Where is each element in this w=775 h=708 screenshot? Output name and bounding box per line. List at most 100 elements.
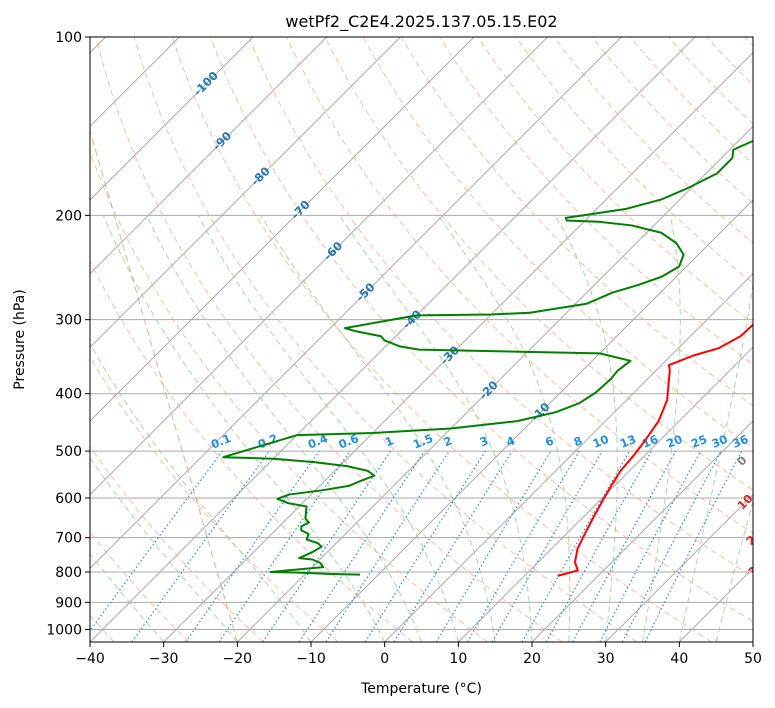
- y-tick-label: 600: [55, 491, 82, 507]
- moist-adiabat-line: [437, 215, 571, 642]
- x-tick-label: 50: [744, 651, 762, 667]
- x-axis-title: Temperature (°C): [360, 681, 482, 697]
- y-tick-label: 100: [55, 30, 82, 46]
- mixing-ratio-line: [393, 450, 513, 642]
- mixing-ratio-line: [491, 450, 603, 642]
- mixing-ratio-line: [364, 450, 486, 642]
- x-tick-label: 30: [597, 651, 615, 667]
- isotherm-label: -40: [400, 307, 425, 332]
- mixing-ratio-line: [185, 450, 320, 642]
- moist-adiabat-line: [90, 342, 312, 642]
- isotherm-line: [90, 37, 254, 201]
- dry-adiabat-line: [477, 37, 753, 325]
- dewpoint-profile-line: [222, 139, 753, 576]
- isotherm-line: [90, 37, 549, 496]
- dry-adiabat-line: [668, 37, 753, 125]
- moist-adiabat-label: 10: [734, 491, 755, 512]
- moist-adiabat-line: [339, 215, 533, 642]
- dry-adiabat-line: [324, 37, 753, 491]
- dry-adiabat-line: [95, 37, 563, 642]
- mixing-ratio-label: 13: [618, 432, 638, 451]
- mixing-ratio-line: [90, 450, 223, 632]
- mixing-ratio-line: [521, 450, 631, 642]
- moist-adiabat-label: 0: [734, 453, 750, 469]
- isotherm-line: [90, 37, 475, 422]
- dry-adiabat-line: [400, 37, 753, 407]
- isotherm-line: [90, 37, 622, 570]
- isotherm-label: -90: [210, 129, 235, 154]
- y-tick-label: 300: [55, 313, 82, 329]
- mixing-ratio-label: 0.1: [209, 431, 233, 452]
- mixing-ratio-line: [262, 450, 392, 642]
- dry-adiabat-line: [171, 37, 712, 642]
- x-tick-label: −30: [149, 651, 179, 667]
- moist-adiabat-line: [642, 215, 681, 642]
- dry-adiabat-line: [706, 37, 753, 86]
- isotherm-label: -10: [528, 400, 553, 425]
- dry-adiabat-line: [133, 37, 638, 642]
- x-tick-label: 20: [523, 651, 541, 667]
- isotherm-label: -50: [353, 280, 378, 305]
- isotherm-line: [90, 37, 696, 642]
- moist-adiabat-line: [90, 457, 238, 642]
- mixing-ratio-label: 30: [709, 432, 729, 451]
- dry-adiabat-line: [362, 37, 753, 449]
- x-tick-label: 10: [449, 651, 467, 667]
- moist-adiabat-label: 30: [745, 558, 766, 579]
- dry-adiabat-line: [553, 37, 753, 244]
- isotherm-label: -20: [476, 378, 501, 403]
- mixing-ratio-label: 20: [664, 432, 684, 451]
- isotherm-label: -70: [288, 197, 313, 222]
- moist-adiabat-label: 20: [743, 527, 764, 548]
- moist-adiabat-label: 40: [758, 586, 775, 607]
- isotherm-line: [90, 37, 328, 275]
- isotherm-line: [531, 420, 753, 642]
- mixing-ratio-line: [545, 450, 653, 642]
- isotherm-line: [457, 346, 753, 642]
- x-tick-label: −10: [296, 651, 326, 667]
- y-axis: 1000 900 800 700 600 500 400 300 200 100: [46, 30, 90, 638]
- moist-adiabat-line: [554, 215, 618, 642]
- moist-adiabat-line: [260, 215, 496, 642]
- mixing-ratio-label: 10: [591, 432, 611, 451]
- y-tick-label: 700: [55, 531, 82, 547]
- dry-adiabat-line: [90, 531, 190, 642]
- y-tick-label: 500: [55, 444, 82, 460]
- dry-adiabat-line: [591, 37, 753, 204]
- isotherm-line: [236, 125, 753, 642]
- dry-adiabat-line: [210, 37, 753, 623]
- isotherm-label: -60: [321, 239, 346, 264]
- mixing-ratio-line: [131, 450, 270, 642]
- x-tick-label: −40: [75, 651, 105, 667]
- dry-adiabat-line: [744, 37, 753, 47]
- dry-adiabat-line: [90, 259, 414, 642]
- mixing-ratio-label: 8: [572, 433, 585, 449]
- isotherm-line: [90, 37, 401, 349]
- plot-area: 0.1 0.2 0.4 0.6 1 1.5 2 3 4 6 8 10 13 16 20 25 30 36-100-…: [90, 37, 775, 642]
- dry-adiabat-line: [248, 37, 753, 578]
- isotherm-line: [678, 567, 753, 642]
- moist-adiabat-line: [197, 215, 459, 642]
- frost-curve-line: [90, 128, 238, 642]
- dry-adiabat-line: [629, 37, 753, 165]
- mixing-ratio-label: 16: [640, 432, 660, 451]
- mixing-ratio-line: [218, 450, 351, 642]
- x-axis: −40 −30 −20 −10 0 10 20 30 40 50: [75, 642, 762, 667]
- y-axis-title: Pressure (hPa): [12, 289, 28, 389]
- x-tick-label: 40: [670, 651, 688, 667]
- x-tick-label: 0: [380, 651, 389, 667]
- y-tick-label: 900: [55, 595, 82, 611]
- temperature-profile-line: [557, 323, 753, 577]
- y-tick-label: 400: [55, 387, 82, 403]
- mixing-ratio-label: 36: [730, 432, 750, 451]
- mixing-ratio-line: [435, 450, 552, 642]
- mixing-ratio-line: [325, 450, 450, 642]
- moist-adiabat-line: [102, 215, 386, 642]
- dry-adiabat-line: [90, 445, 264, 642]
- moist-adiabat-line: [90, 553, 165, 642]
- isotherm-line: [384, 272, 753, 642]
- y-tick-label: 200: [55, 208, 82, 224]
- y-tick-label: 1000: [46, 622, 82, 638]
- mixing-ratio-label: 3: [478, 433, 491, 449]
